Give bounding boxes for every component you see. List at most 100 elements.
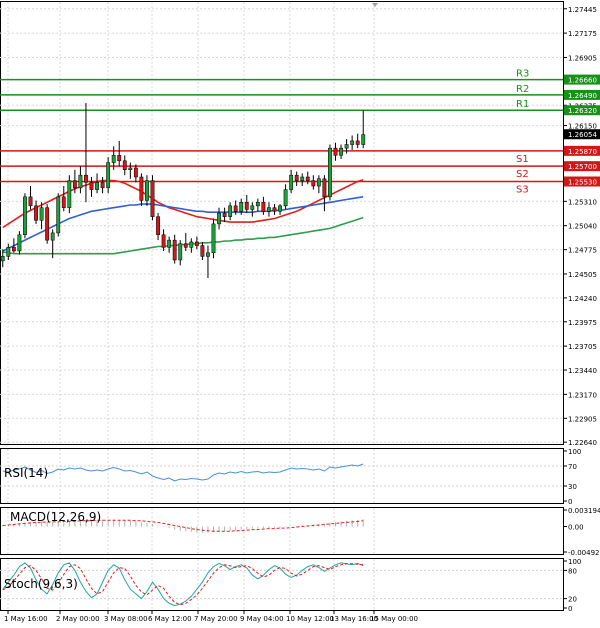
indicators-layer <box>2 463 364 607</box>
level-price-tag <box>564 161 600 172</box>
level-label-s3: S3 <box>516 185 529 196</box>
candle-body <box>67 180 72 208</box>
candle-body <box>278 205 282 212</box>
macd-panel-frame <box>0 507 564 555</box>
stoch-k-line <box>2 562 364 607</box>
time-axis-label: 6 May 12:00 <box>148 615 192 623</box>
candle-body <box>217 212 221 225</box>
stoch-axis-label: 100 <box>568 558 581 566</box>
stoch-panel-frame <box>0 558 564 611</box>
level-price-tag <box>564 74 600 85</box>
stoch-axis-label: 0 <box>568 605 572 613</box>
level-price-label: 1.26320 <box>568 107 597 115</box>
candle-body <box>150 180 155 217</box>
candle-body <box>106 162 111 189</box>
candle-body <box>200 245 205 257</box>
level-price-tag <box>564 89 600 100</box>
level-label-r3: R3 <box>516 69 529 80</box>
candle-body <box>344 144 349 149</box>
rsi-axis-label: 30 <box>568 483 577 491</box>
candle-body <box>316 178 321 187</box>
candle-body <box>11 247 16 252</box>
level-price-label: 1.25870 <box>568 148 597 156</box>
moving-averages-layer <box>2 178 364 255</box>
price-panel-frame <box>0 1 564 445</box>
candle-body <box>95 182 99 190</box>
price-axis-label: 1.24505 <box>568 271 597 279</box>
candle-body <box>139 176 144 201</box>
price-axis-label: 1.23705 <box>568 343 597 351</box>
candle-body <box>34 205 38 221</box>
candle-body <box>128 167 133 171</box>
candle-body <box>289 174 294 190</box>
price-axis-label: 1.27175 <box>568 30 597 38</box>
price-axis-label: 1.25310 <box>568 198 597 206</box>
level-label-s2: S2 <box>516 169 529 180</box>
level-price-label: 1.25700 <box>568 163 597 171</box>
level-label-r2: R2 <box>516 84 529 95</box>
candle-body <box>72 180 77 189</box>
candle-body <box>122 160 127 171</box>
candle-body <box>239 202 244 212</box>
candle-body <box>111 155 116 163</box>
candle-body <box>333 147 338 156</box>
level-price-tag <box>564 145 600 156</box>
candle-body <box>250 205 255 210</box>
candle-body <box>56 196 61 234</box>
candle-body <box>222 212 227 217</box>
price-axis-label: 1.26905 <box>568 54 597 62</box>
price-axis-label: 1.25040 <box>568 223 597 231</box>
level-price-label: 1.26660 <box>568 77 597 85</box>
candles-layer <box>0 103 366 279</box>
candle-body <box>61 196 66 208</box>
rsi-axis-label: 0 <box>568 498 572 506</box>
time-axis-label: 15 May 00:00 <box>370 615 418 623</box>
macd-title: MACD(12,26,9) <box>10 510 101 524</box>
candle-body <box>17 234 22 252</box>
candle-body <box>156 216 160 235</box>
candle-body <box>350 140 355 145</box>
price-axis-label: 1.24240 <box>568 295 597 303</box>
candle-body <box>189 241 194 248</box>
price-axis-label: 1.27445 <box>568 6 597 14</box>
stoch-axis-label: 20 <box>568 596 577 604</box>
candle-body <box>206 252 210 257</box>
candle-body <box>361 134 366 145</box>
time-axis-label: 1 May 16:00 <box>4 615 48 623</box>
candle-body <box>161 234 166 248</box>
level-labels-layer: R3 R2 R1 S1 S2 S3 <box>516 69 529 196</box>
candle-body <box>167 239 172 248</box>
stoch-d-line <box>2 563 364 606</box>
moving-average-line <box>2 196 364 252</box>
rsi-panel-frame <box>0 448 564 504</box>
stoch-title: Stoch(9,6,3) <box>4 577 78 591</box>
candle-body <box>50 232 55 241</box>
candle-body <box>183 243 188 248</box>
level-price-label: 1.26490 <box>568 92 597 100</box>
levels-layer <box>0 78 563 183</box>
moving-average-line <box>2 178 364 229</box>
scroll-marker-icon[interactable] <box>372 3 378 7</box>
time-axis-label: 3 May 08:00 <box>104 615 148 623</box>
candle-body <box>255 202 260 207</box>
macd-axis-label: 0.00 <box>568 524 584 532</box>
candle-body <box>0 256 5 262</box>
time-axis-label: 10 May 12:00 <box>286 615 334 623</box>
candle-body <box>194 241 199 246</box>
panel-frames <box>0 1 564 611</box>
candle-body <box>228 205 233 217</box>
level-price-label: 1.25530 <box>568 179 597 187</box>
candle-body <box>89 182 94 190</box>
time-axis-label: 13 May 16:00 <box>330 615 378 623</box>
stoch-axis-label: 80 <box>568 567 577 575</box>
candle-body <box>39 207 44 221</box>
candle-body <box>78 174 83 189</box>
price-axis-label: 1.23170 <box>568 391 597 399</box>
level-price-tag <box>564 176 600 187</box>
price-axis-label: 1.26150 <box>568 123 597 131</box>
candle-body <box>117 155 122 162</box>
price-axis-label: 1.22640 <box>568 439 597 447</box>
candle-body <box>233 205 238 212</box>
level-price-tag <box>564 105 600 116</box>
